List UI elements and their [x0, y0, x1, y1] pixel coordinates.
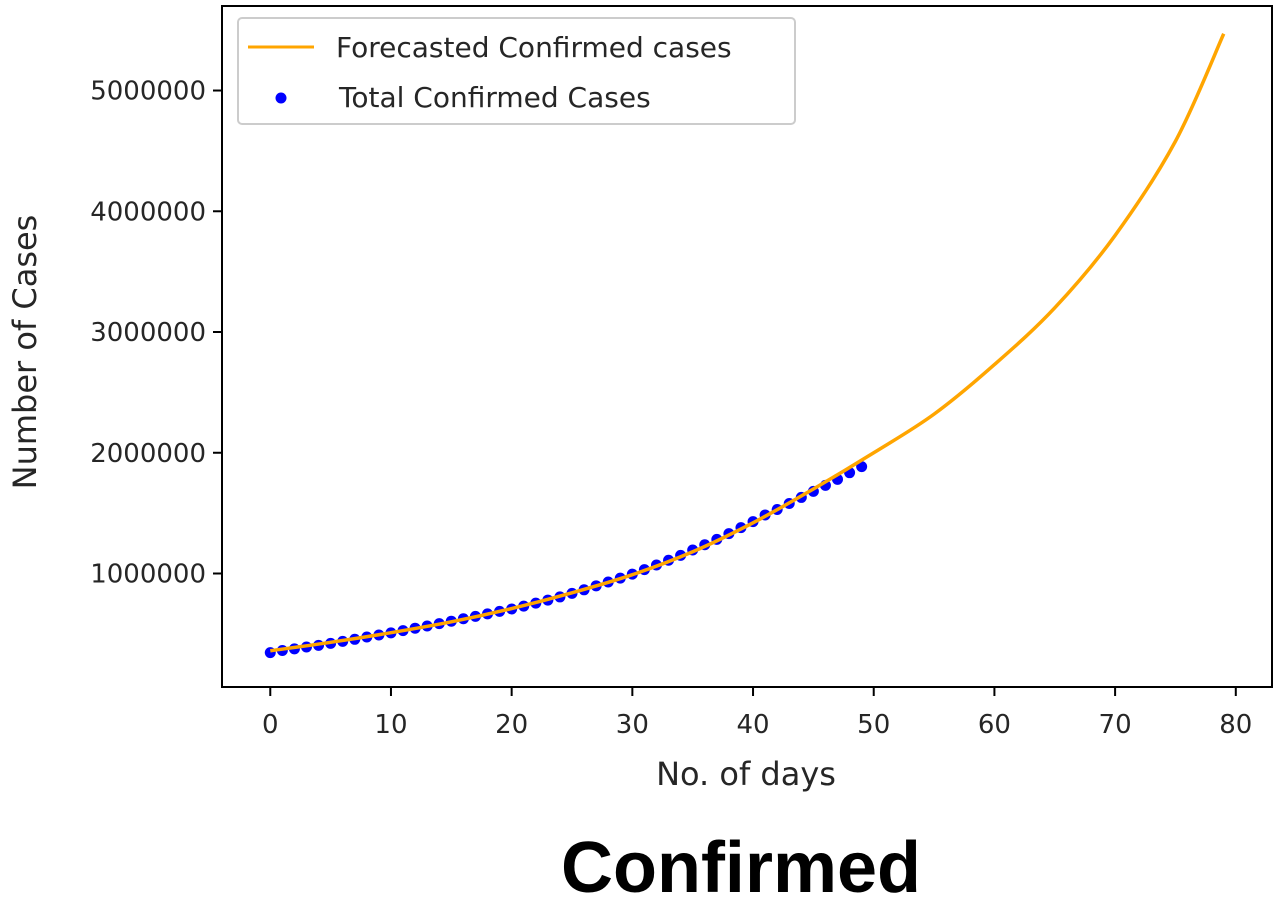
y-tick-label: 5000000	[90, 77, 206, 107]
y-tick-label: 1000000	[90, 560, 206, 590]
legend-label-total: Total Confirmed Cases	[338, 81, 651, 114]
y-tick-label: 2000000	[90, 439, 206, 469]
y-axis: 1000000 2000000 3000000 4000000 5000000	[90, 77, 222, 590]
forecast-line	[270, 33, 1226, 653]
legend-dot-swatch	[275, 92, 287, 104]
legend-label-forecast: Forecasted Confirmed cases	[336, 31, 732, 64]
x-tick-label: 70	[1099, 710, 1132, 740]
y-tick-label: 3000000	[90, 318, 206, 348]
x-axis: 0 10 20 30 40 50 60 70 80	[262, 687, 1252, 740]
legend-box	[237, 17, 796, 125]
chart-caption: Confirmed	[561, 828, 921, 901]
legend: Forecasted Confirmed cases Total Confirm…	[237, 17, 796, 125]
plot-area	[264, 33, 1226, 659]
y-axis-label: Number of Cases	[6, 215, 44, 490]
x-tick-label: 30	[616, 710, 649, 740]
x-tick-label: 60	[978, 710, 1011, 740]
x-tick-label: 10	[374, 710, 407, 740]
x-tick-label: 0	[262, 710, 279, 740]
x-tick-label: 50	[857, 710, 890, 740]
y-tick-label: 4000000	[90, 197, 206, 227]
x-axis-label: No. of days	[656, 755, 836, 793]
plot-frame	[221, 5, 1273, 688]
x-tick-label: 20	[495, 710, 528, 740]
x-tick-label: 80	[1219, 710, 1252, 740]
x-tick-label: 40	[736, 710, 769, 740]
